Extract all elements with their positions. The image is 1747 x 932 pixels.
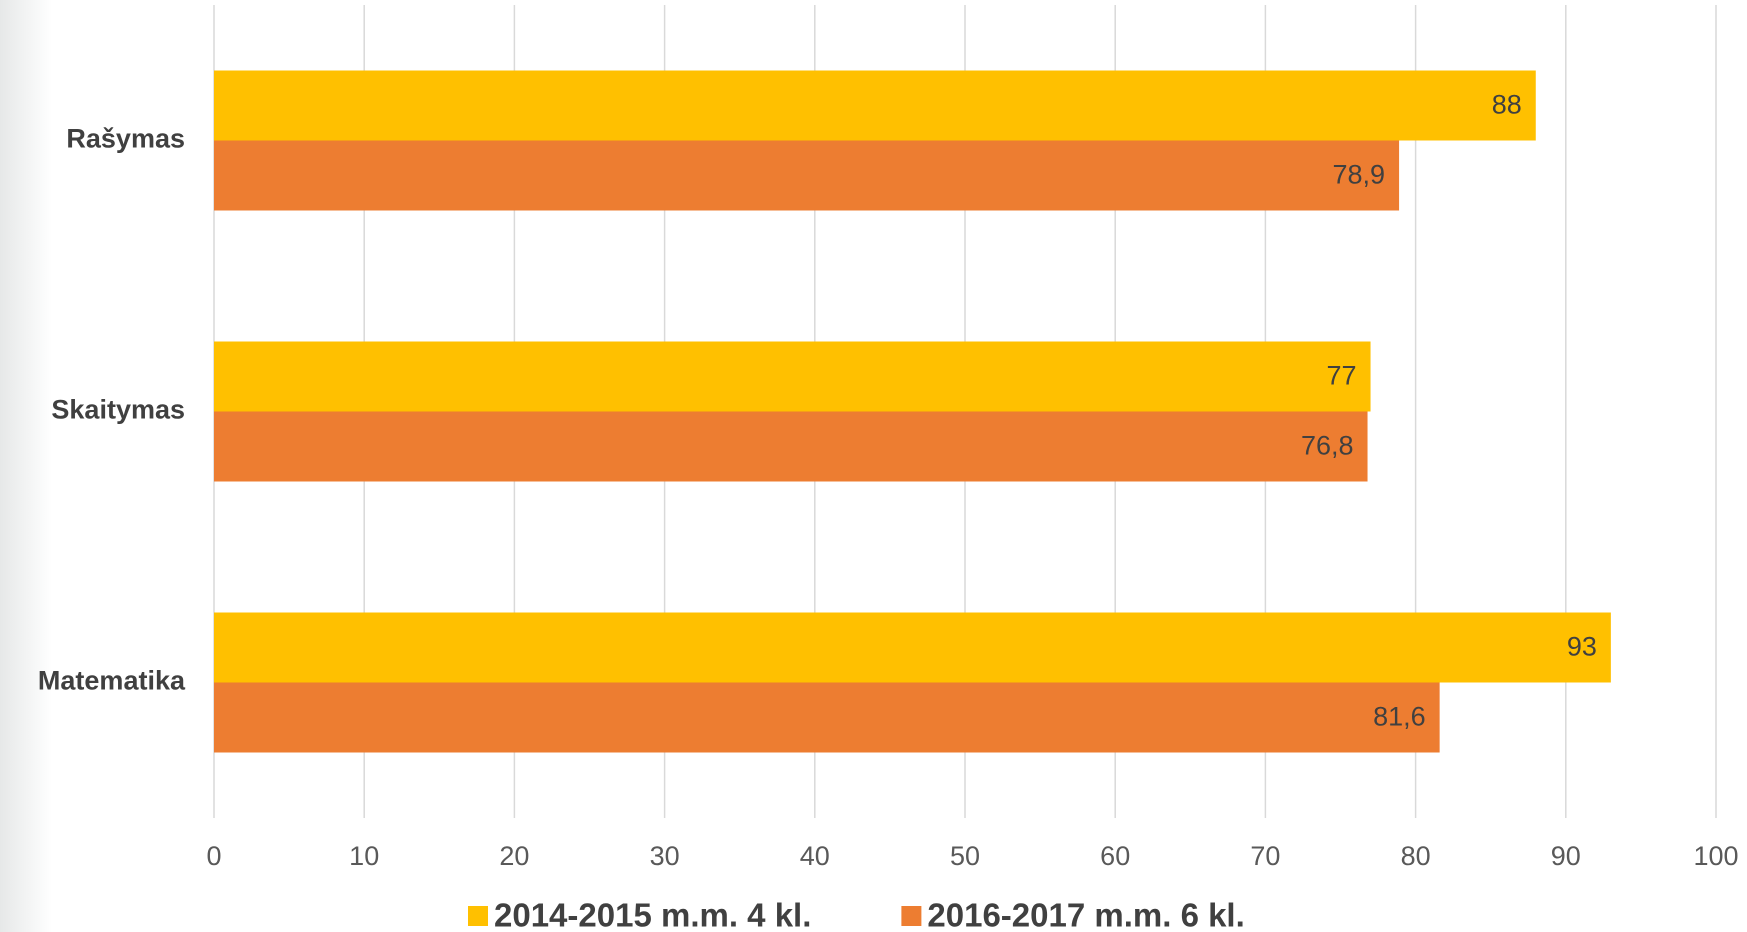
bar bbox=[214, 682, 1440, 753]
value-label: 78,9 bbox=[1333, 160, 1386, 190]
x-tick-label: 50 bbox=[950, 841, 980, 871]
value-label: 76,8 bbox=[1301, 431, 1354, 461]
legend-swatch bbox=[901, 906, 922, 926]
bar bbox=[214, 140, 1400, 211]
category-label: Skaitymas bbox=[51, 395, 185, 425]
x-tick-label: 60 bbox=[1100, 841, 1130, 871]
x-tick-label: 100 bbox=[1693, 841, 1738, 871]
legend-label: 2016-2017 m.m. 6 kl. bbox=[927, 897, 1244, 932]
x-tick-label: 0 bbox=[206, 841, 221, 871]
x-tick-label: 70 bbox=[1250, 841, 1280, 871]
category-label: Matematika bbox=[38, 666, 186, 696]
value-label: 77 bbox=[1326, 361, 1356, 391]
x-tick-label: 10 bbox=[349, 841, 379, 871]
bar bbox=[214, 70, 1536, 141]
bar bbox=[214, 411, 1368, 482]
x-tick-label: 30 bbox=[650, 841, 680, 871]
value-label: 81,6 bbox=[1373, 702, 1426, 732]
x-tick-label: 20 bbox=[499, 841, 529, 871]
x-tick-label: 80 bbox=[1401, 841, 1431, 871]
x-tick-label: 40 bbox=[800, 841, 830, 871]
bar bbox=[214, 341, 1371, 412]
value-label: 88 bbox=[1492, 90, 1522, 120]
x-tick-label: 90 bbox=[1551, 841, 1581, 871]
category-label: Rašymas bbox=[66, 124, 185, 154]
legend-label: 2014-2015 m.m. 4 kl. bbox=[494, 897, 811, 932]
value-label: 93 bbox=[1567, 632, 1597, 662]
bar bbox=[214, 612, 1611, 683]
legend-swatch bbox=[468, 906, 488, 926]
